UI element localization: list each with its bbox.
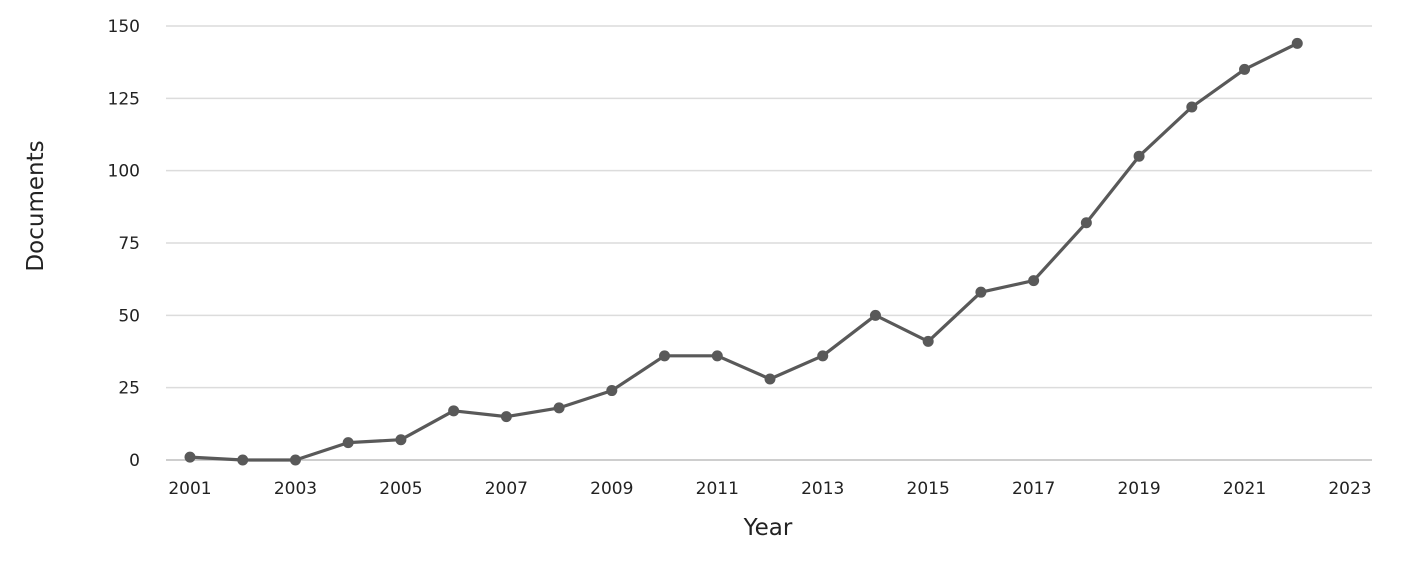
x-axis-title: Year	[743, 515, 793, 541]
x-tick-label: 2021	[1223, 479, 1266, 499]
data-point-2018	[1080, 217, 1092, 229]
x-tick-label: 2023	[1328, 479, 1371, 499]
data-point-2014	[869, 309, 881, 321]
data-point-2012	[764, 373, 776, 385]
data-point-2013	[817, 350, 829, 362]
y-tick-label: 75	[118, 234, 140, 254]
y-tick-label: 50	[118, 306, 140, 326]
series-line	[188, 41, 1299, 462]
data-point-2021	[1239, 63, 1251, 75]
data-point-2009	[606, 385, 618, 397]
y-tick-label: 150	[108, 17, 140, 37]
data-point-2002	[237, 454, 249, 466]
data-point-2016	[975, 286, 987, 298]
x-tick-label: 2019	[1117, 479, 1160, 499]
data-point-2008	[553, 402, 565, 414]
x-tick-label: 2013	[801, 479, 844, 499]
data-point-2003	[289, 454, 301, 466]
x-tick-label: 2015	[907, 479, 950, 499]
data-point-2015	[922, 335, 934, 347]
x-axis-tick-labels: 2001 2003 2005 2007 2009 2011 2013 2015 2017 2019…	[168, 479, 1371, 499]
data-point-2019	[1133, 150, 1145, 162]
data-point-2004	[342, 437, 354, 449]
data-point-2022	[1291, 37, 1303, 49]
data-point-2005	[395, 434, 407, 446]
data-point-2010	[659, 350, 671, 362]
y-tick-label: 100	[108, 162, 140, 182]
y-axis-tick-labels: 0 25 50 75 100 125 150	[108, 17, 140, 471]
data-point-2001	[184, 451, 196, 463]
y-axis-title: Documents	[23, 140, 49, 271]
x-tick-label: 2017	[1012, 479, 1055, 499]
data-point-2017	[1028, 275, 1040, 287]
data-point-2007	[500, 411, 512, 423]
x-tick-label: 2011	[696, 479, 739, 499]
x-tick-label: 2007	[485, 479, 528, 499]
y-tick-label: 0	[129, 451, 140, 471]
y-tick-label: 125	[108, 89, 140, 109]
x-tick-label: 2009	[590, 479, 633, 499]
x-tick-label: 2001	[168, 479, 211, 499]
x-tick-label: 2005	[379, 479, 422, 499]
data-point-2006	[448, 405, 460, 417]
x-tick-label: 2003	[274, 479, 317, 499]
data-point-2011	[711, 350, 723, 362]
gridlines	[166, 25, 1372, 389]
y-tick-label: 25	[118, 379, 140, 399]
series-layer	[184, 37, 1303, 466]
data-point-2020	[1186, 101, 1198, 113]
